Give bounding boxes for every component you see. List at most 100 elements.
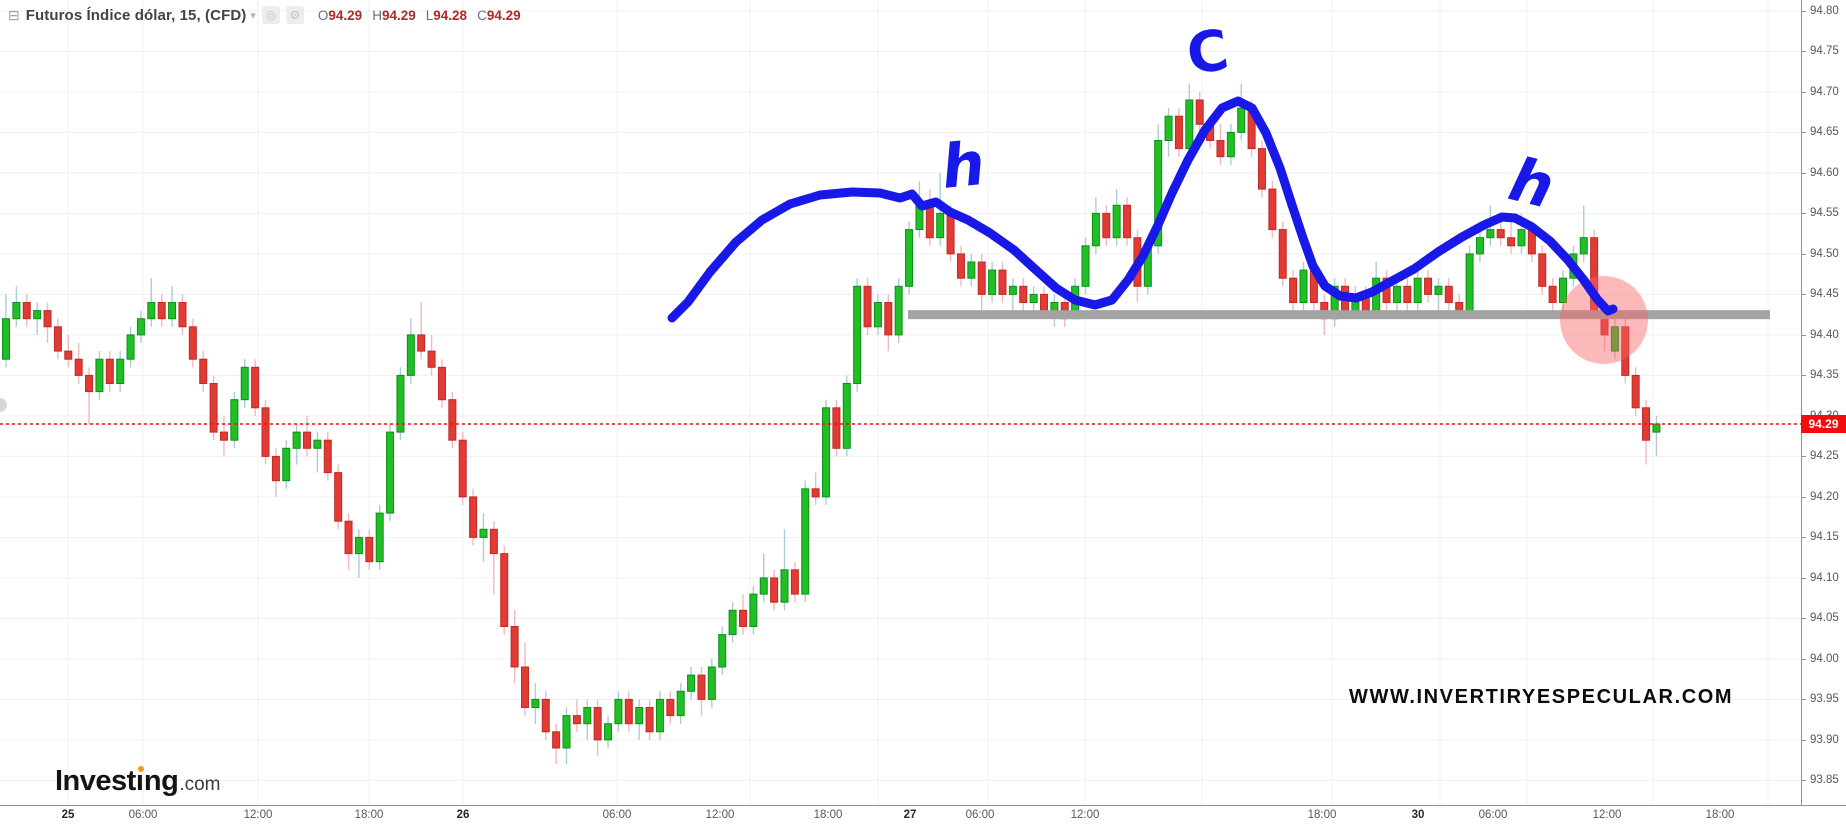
close-label: C [477,7,487,23]
symbol-title[interactable]: Futuros Índice dólar, 15, (CFD) [25,6,247,24]
annotation-letter[interactable]: h [938,129,988,203]
candle [126,334,135,360]
candle [1559,277,1567,304]
candle [313,439,322,449]
candle [1008,285,1017,295]
hide-indicator-icon[interactable]: ◎ [261,6,280,24]
candle [853,285,862,384]
candle [2,318,10,360]
candle [977,261,986,295]
candle [157,302,166,320]
time-axis-border [0,805,1846,806]
time-axis[interactable]: 25 06:00 12:00 18:00 26 06:00 12:00 18:00 27 06:0… [0,806,1846,827]
candle [1164,115,1173,141]
candle [230,399,239,441]
candle [427,350,436,368]
neckline-drawing[interactable] [908,310,1770,320]
candle [1278,229,1287,279]
candle [1154,140,1163,247]
price-tick [1802,537,1806,539]
price-label: 94.15 [1810,531,1839,544]
candle [583,707,592,725]
candle [552,731,561,749]
price-tick [1802,780,1806,782]
time-label: 18:00 [354,809,384,821]
candle [354,536,363,555]
candle [1102,212,1111,239]
candle [271,455,280,482]
candle [1621,326,1630,376]
candle [531,698,540,709]
candle [1392,285,1401,303]
candle [1174,115,1183,150]
logo-text-end: ng [143,765,179,797]
candle [1019,285,1028,303]
candle [489,528,498,555]
candle [572,715,581,725]
price-axis[interactable]: 94.80 94.75 94.70 94.65 94.60 94.55 94.50 94.45… [1801,0,1846,806]
candle [718,634,727,668]
open-value: 94.29 [328,7,363,23]
candle [303,431,312,449]
candle [1112,204,1121,239]
candle [759,577,768,595]
candle [894,285,903,336]
price-tick [1802,91,1806,93]
candle [604,723,613,741]
price-tick [1802,618,1806,620]
time-label: 06:00 [965,809,995,821]
candle [946,212,955,255]
candle [334,472,343,522]
candle [749,593,758,627]
price-label: 94.20 [1810,490,1839,503]
candle [1081,245,1090,287]
candlestick-series [2,83,1661,765]
annotation-letter[interactable]: h [1502,145,1560,223]
price-tick [1802,456,1806,458]
candle [116,358,125,385]
candle [417,334,426,352]
low-value: 94.28 [433,7,468,23]
time-label: 06:00 [602,809,632,821]
candle [1631,374,1640,409]
gridlines [0,0,1800,805]
candle [1548,285,1557,303]
price-tick [1802,10,1806,12]
candle [738,609,747,627]
investing-logo[interactable]: Invest ı ng .com [55,765,221,798]
candle [12,302,21,320]
breakdown-circle-drawing[interactable] [1560,276,1648,364]
settings-gear-icon[interactable]: ⚙ [285,6,304,24]
candle [22,302,31,320]
chevron-down-icon[interactable]: ▾ [250,9,256,22]
logo-text: Invest [55,765,136,797]
candle [1413,277,1422,304]
candle [822,407,831,498]
candle [43,310,52,328]
candle [614,698,623,725]
candle [1455,302,1464,312]
annotation-letter[interactable]: C [1183,18,1233,88]
candle [1465,253,1474,312]
price-tick [1802,334,1806,336]
price-label: 94.10 [1810,571,1839,584]
time-label: 18:00 [1307,809,1337,821]
candle [1268,188,1277,231]
candle [790,569,799,595]
candle [105,358,114,385]
candle [1195,99,1204,125]
candle [1299,269,1308,304]
collapse-pane-icon[interactable]: ⊟ [8,7,20,23]
price-tick [1802,294,1806,296]
price-label: 93.85 [1810,774,1839,787]
candle [728,609,737,636]
candle [396,374,405,433]
time-label: 06:00 [128,809,158,821]
pane-resize-handle[interactable] [0,398,7,412]
head-shoulders-curve-drawing[interactable] [667,96,1618,323]
candle [645,707,654,733]
candle [199,358,208,385]
time-label-day: 27 [903,809,917,821]
logo-suffix: .com [179,774,221,795]
